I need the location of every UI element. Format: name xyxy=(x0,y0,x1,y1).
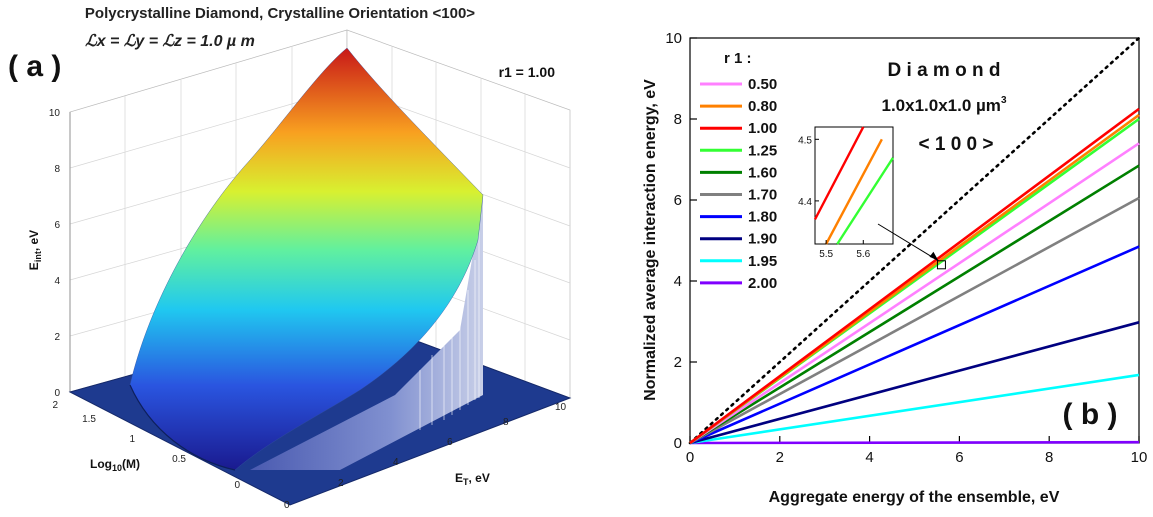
line-chart-axes: 0 2 4 6 8 10 0 2 4 6 8 10 xyxy=(665,30,1147,466)
y-tick-label: 10 xyxy=(665,30,682,47)
annotation-orientation: < 1 0 0 > xyxy=(918,134,993,155)
y-tick: 2 xyxy=(52,400,58,411)
series-line-r1-1-70 xyxy=(689,196,1140,445)
x-tick: 6 xyxy=(447,437,453,448)
zoom-arrowhead xyxy=(929,251,939,261)
panel-a: Polycrystalline Diamond, Crystalline Ori… xyxy=(8,5,572,511)
series-line-r1-1-80 xyxy=(689,245,1140,445)
y-tick-label: 6 xyxy=(674,192,682,209)
y-tick: 1.5 xyxy=(82,414,96,425)
legend-entry-label: 1.70 xyxy=(748,187,777,204)
annotation-size-sup: 3 xyxy=(1001,95,1007,106)
inset-y-tick-label: 4.4 xyxy=(798,197,812,208)
panel-a-title: Polycrystalline Diamond, Crystalline Ori… xyxy=(85,5,475,22)
y-tick-label: 2 xyxy=(674,354,682,371)
x-tick: 2 xyxy=(338,478,344,489)
y-tick-label: 4 xyxy=(674,273,682,290)
series-line-r1-1-60 xyxy=(689,164,1140,445)
legend-entry-label: 1.95 xyxy=(748,253,777,270)
inset-series-line-r1-1-25 xyxy=(836,157,895,245)
z-axis-label: Eint, eV xyxy=(27,230,43,270)
legend-title: r 1 : xyxy=(724,50,752,67)
z-tick: 2 xyxy=(54,332,60,343)
x-tick-label: 8 xyxy=(1045,449,1053,466)
legend-entry-label: 1.60 xyxy=(748,164,777,181)
series-line-r1-0-50 xyxy=(689,142,1140,445)
inset-series-line-r1-1-00 xyxy=(813,126,865,220)
x-tick: 10 xyxy=(555,402,567,413)
series-line-r1-1-90 xyxy=(689,321,1140,445)
y-tick: 0.5 xyxy=(172,454,186,465)
legend-entry-label: 0.50 xyxy=(748,76,777,93)
legend-entry-label: 0.80 xyxy=(748,98,777,115)
legend-entry-label: 1.25 xyxy=(748,142,777,159)
x-tick: 4 xyxy=(393,457,399,468)
panel-b-label: ( b ) xyxy=(1063,398,1118,431)
inset-y-tick-label: 4.5 xyxy=(798,135,812,146)
x-tick: 8 xyxy=(503,417,509,428)
inset-series-line-r1-0-80 xyxy=(825,138,883,245)
legend-entry-label: 2.00 xyxy=(748,275,777,292)
legend: r 1 : 0.50 0.80 1.00 1.25 1.60 1.70 1.80 1.90 1.… xyxy=(700,50,777,292)
annotation-size: 1.0x1.0x1.0 µm3 xyxy=(881,95,1006,115)
z-axis-ticks: 0 2 4 6 8 10 xyxy=(49,108,61,399)
line-chart-series xyxy=(688,36,1141,445)
x-tick: 0 xyxy=(284,500,290,511)
panel-b: 0 2 4 6 8 10 0 2 4 6 8 10 Aggregate energy of the e… xyxy=(642,30,1147,506)
r1-value-label: r1 = 1.00 xyxy=(499,64,556,80)
surface-mesh xyxy=(129,47,484,471)
x-axis-label: ET, eV xyxy=(455,471,490,487)
series-line-r1-2-00 xyxy=(689,440,1140,445)
panel-a-subtitle: ℒx = ℒy = ℒz = 1.0 µ m xyxy=(85,33,255,50)
x-tick-label: 10 xyxy=(1131,449,1148,466)
annotation-material: D i a m o n d xyxy=(888,60,1001,81)
series-line-r1-1-95 xyxy=(689,373,1140,445)
surface-bottom-edge xyxy=(129,384,236,471)
z-tick: 10 xyxy=(49,108,61,119)
zoom-region-marker xyxy=(936,260,946,270)
z-tick: 4 xyxy=(54,276,60,287)
x-tick-label: 4 xyxy=(865,449,873,466)
x-axis-ticks: 0 2 4 6 8 10 xyxy=(284,402,567,511)
fringe-stripes xyxy=(419,230,480,430)
x-tick-label: 0 xyxy=(686,449,694,466)
z-tick: 0 xyxy=(54,388,60,399)
panel-a-label: ( a ) xyxy=(8,50,61,83)
annotation-size-text: 1.0x1.0x1.0 µm xyxy=(881,96,1000,115)
inset-x-tick-label: 5.6 xyxy=(856,249,870,260)
reference-diagonal-line xyxy=(688,36,1141,445)
x-tick-label: 6 xyxy=(955,449,963,466)
legend-entry-label: 1.00 xyxy=(748,120,777,137)
y-tick-label: 8 xyxy=(674,111,682,128)
x-tick-label: 2 xyxy=(776,449,784,466)
line-chart-x-label: Aggregate energy of the ensemble, eV xyxy=(769,489,1060,506)
legend-entry-label: 1.90 xyxy=(748,231,777,248)
line-chart-y-label: Normalized average interaction energy, e… xyxy=(642,79,659,401)
zoom-pointer-line xyxy=(877,223,939,262)
y-tick: 1 xyxy=(129,434,135,445)
inset-chart: 5.5 5.6 4.4 4.5 xyxy=(798,126,946,270)
series-line-r1-1-00 xyxy=(689,107,1140,445)
surface-fringe xyxy=(250,195,483,470)
y-axis-ticks: 0 0.5 1 1.5 2 xyxy=(52,400,240,491)
z-tick: 6 xyxy=(54,220,60,231)
legend-entry-label: 1.80 xyxy=(748,209,777,226)
y-axis-label: Log10(M) xyxy=(90,457,140,473)
y-tick-label: 0 xyxy=(674,435,682,452)
y-tick: 0 xyxy=(234,480,240,491)
z-tick: 8 xyxy=(54,164,60,175)
inset-x-tick-label: 5.5 xyxy=(819,249,833,260)
